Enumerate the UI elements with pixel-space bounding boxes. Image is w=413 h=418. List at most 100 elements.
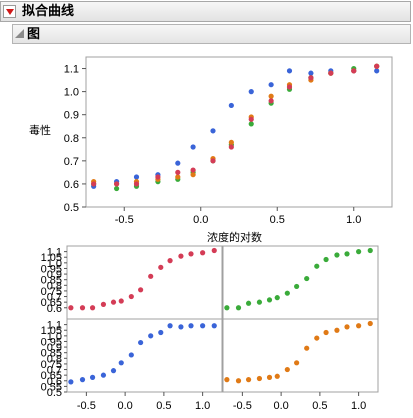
data-point [89,374,96,380]
data-point [266,297,273,303]
data-point [228,144,234,150]
y-tick-label: 1.0 [64,87,79,99]
panel-y-tick-label: 0.9 [47,269,62,281]
data-point [245,300,252,306]
x-tick-label: 0.5 [270,214,285,226]
panel-y-tick-label: 1.1 [47,247,62,259]
data-point [118,298,124,304]
panel-y-tick-label: 0.95 [41,263,62,275]
y-tick-label: 0.5 [64,202,79,214]
data-point [200,323,206,329]
panel-y-tick-label: 0.85 [41,275,62,287]
data-point [328,70,334,76]
data-point [314,263,320,269]
data-point [175,169,181,175]
panel-y-tick-label: 0.5 [47,387,62,399]
data-point [256,375,263,382]
panel-y-tick-label: 0.75 [41,359,62,371]
data-point [128,352,134,358]
x-tick-label: 1.0 [346,214,361,226]
x-tick-label: 0.0 [193,214,208,226]
y-tick-label: 0.7 [64,156,79,168]
data-point [210,128,216,134]
data-point [334,252,340,258]
panel-frame [66,318,223,393]
data-point [148,273,154,279]
fit-curve-outline-header[interactable]: 拟合曲线 [0,1,411,22]
panel-x-tick-label: -0.5 [233,400,252,412]
panel-y-tick-label: 0.55 [41,381,62,393]
plot-outline-header[interactable]: 图 [12,24,411,44]
panel-y-tick-label: 0.6 [47,303,62,315]
data-point [367,320,373,327]
data-point [224,305,230,311]
panel-x-tick-label: 1.0 [195,400,210,412]
panel-y-tick-label: 1.1 [47,320,62,332]
panel-y-tick-label: 0.75 [41,286,62,298]
red-triangle-menu-icon[interactable] [3,5,16,18]
data-point [114,185,120,192]
data-point [148,333,154,339]
data-point [284,290,290,296]
data-point [266,374,273,380]
data-point [118,360,124,366]
data-point [210,158,216,164]
data-point [334,327,340,333]
data-point [155,174,161,180]
data-point [286,68,293,74]
data-point [100,301,107,307]
panel-x-tick-label: 1.0 [351,400,366,412]
disclosure-triangle-icon[interactable] [15,29,24,38]
data-point [304,345,310,351]
data-point [128,293,134,300]
panel-y-tick-label: 0.8 [47,280,62,292]
plot-frame [85,56,393,208]
panel-y-tick-label: 1.0 [47,258,62,270]
panel-x-tick-label: 0.5 [312,400,327,412]
data-point [167,258,173,264]
outline-title: 拟合曲线 [22,4,75,19]
data-point [190,172,196,178]
panel-y-tick-label: 0.6 [47,376,62,388]
panel-frame [222,245,379,320]
data-point [188,251,194,257]
data-point [114,181,120,187]
panel-frame [222,318,379,393]
data-point [294,360,300,366]
data-point [323,256,329,263]
data-point [248,89,254,95]
data-point [308,75,314,81]
data-point [286,84,293,90]
data-point [274,295,280,301]
data-point [351,68,357,74]
data-point [175,174,181,180]
data-point [224,377,230,383]
x-axis-label: 浓度的对数 [207,232,262,244]
data-point [344,251,350,257]
main-scatter-plot: 0.5 0.6 0.7 0.8 0.9 1.0 1.1 -0.5 0.0 0.5 1.0 [64,56,393,226]
panel-x-tick-label: 0.5 [156,400,171,412]
y-tick-label: 0.8 [64,133,79,145]
data-point [374,63,380,69]
data-point [68,305,74,311]
data-point [268,82,274,88]
data-point [158,264,164,270]
data-point [248,121,254,127]
data-point [190,144,196,150]
data-point [248,116,254,122]
data-point [274,373,280,379]
data-point [158,329,164,336]
data-point [304,275,310,282]
data-point [89,305,96,311]
data-point [190,167,196,173]
data-point [235,378,242,384]
panel-x-tick-label: -0.5 [77,400,96,412]
small-multiples-plot: 0.60.650.70.750.80.850.90.951.01.051.10.… [41,245,379,412]
data-point [268,93,274,99]
data-point [228,139,234,145]
data-point [356,323,362,329]
panel-y-tick-label: 0.7 [47,365,62,377]
section-title: 图 [27,27,41,42]
data-point [79,377,86,383]
